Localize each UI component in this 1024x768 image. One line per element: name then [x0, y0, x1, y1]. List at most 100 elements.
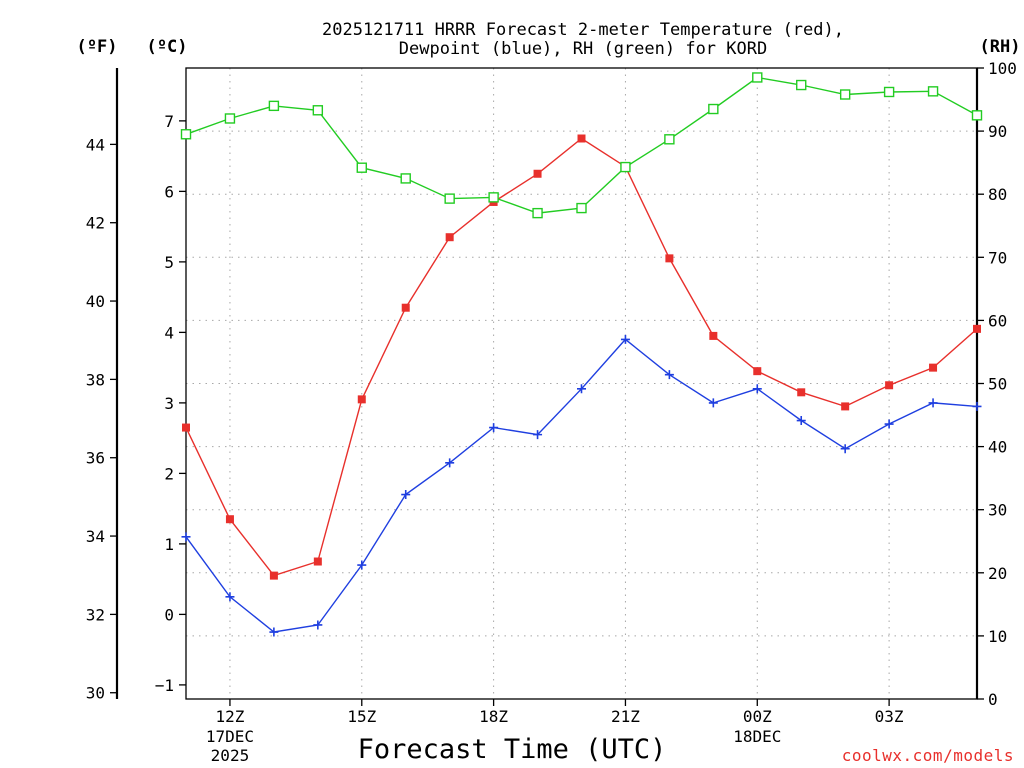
rh-point-1 [224, 113, 236, 124]
celsius-tick-label-5: 4 [164, 323, 174, 342]
rh-point-12 [708, 103, 719, 115]
celsius-tick-label-2: 1 [164, 535, 174, 554]
temperature-point-1 [225, 515, 234, 524]
rh-point-0 [180, 129, 192, 140]
dewpoint-point-5 [401, 490, 411, 500]
grid-lines [186, 68, 977, 699]
temperature-point-17 [929, 363, 938, 372]
x-tick-label-5: 03Z [875, 707, 904, 726]
axes: −101234567303234363840424401020304050607… [86, 59, 1017, 709]
rh-tick-label-6: 60 [988, 311, 1007, 330]
dewpoint-series [181, 334, 982, 637]
rh-point-7 [488, 192, 499, 203]
rh-tick-label-10: 100 [988, 59, 1017, 78]
fahrenheit-unit-label: (ºF) [77, 37, 118, 57]
temperature-point-3 [313, 557, 322, 566]
rh-point-14 [796, 79, 807, 91]
rh-point-6 [444, 193, 455, 204]
rh-point-3 [312, 105, 324, 116]
rh-point-9 [576, 202, 587, 214]
dewpoint-point-16 [884, 419, 894, 429]
rh-point-13 [752, 72, 763, 83]
celsius-unit-label: (ºC) [147, 37, 188, 57]
rh-point-4 [356, 162, 367, 173]
chart-title-line1: 2025121711 HRRR Forecast 2-meter Tempera… [322, 20, 844, 40]
rh-tick-label-8: 80 [988, 185, 1007, 204]
rh-point-15 [839, 89, 851, 100]
celsius-tick-label-0: −1 [155, 676, 174, 695]
x-axis-label: Forecast Time (UTC) [358, 734, 667, 765]
temperature-point-15 [841, 402, 850, 411]
dewpoint-point-3 [313, 620, 323, 630]
dewpoint-point-17 [928, 398, 938, 408]
dewpoint-point-13 [752, 384, 762, 394]
dewpoint-point-10 [620, 334, 630, 344]
rh-tick-label-0: 0 [988, 690, 998, 709]
dewpoint-line [185, 338, 978, 633]
fahrenheit-tick-label-6: 42 [86, 214, 105, 233]
series-layer [180, 72, 983, 637]
x-tick-label-4: 00Z [743, 707, 772, 726]
fahrenheit-tick-label-7: 44 [86, 135, 105, 154]
celsius-tick-label-3: 2 [164, 464, 174, 483]
dewpoint-point-0 [181, 532, 191, 542]
dewpoint-point-11 [664, 370, 674, 380]
rh-tick-label-7: 70 [988, 248, 1007, 267]
temperature-point-11 [665, 254, 674, 263]
x-tick-label-1: 15Z [347, 707, 376, 726]
x-tick-label-3: 21Z [611, 707, 640, 726]
rh-tick-label-1: 10 [988, 627, 1007, 646]
fahrenheit-tick-label-0: 30 [86, 684, 105, 703]
fahrenheit-tick-label-1: 32 [86, 605, 105, 624]
x-tick-label-0: 12Z [215, 707, 244, 726]
rh-tick-label-2: 20 [988, 564, 1007, 583]
temperature-point-2 [269, 571, 278, 580]
temperature-point-16 [885, 381, 894, 390]
fahrenheit-tick-label-4: 38 [86, 370, 105, 389]
credit-text: coolwx.com/models [842, 746, 1014, 765]
rh-line [185, 76, 978, 214]
temperature-series [182, 134, 981, 580]
rh-point-16 [883, 86, 895, 98]
dewpoint-point-4 [357, 560, 367, 570]
fahrenheit-tick-label-2: 34 [86, 527, 105, 546]
x-tick-sublabel-4: 18DEC [733, 727, 781, 746]
fahrenheit-tick-label-5: 40 [86, 292, 105, 311]
rh-tick-label-4: 40 [988, 438, 1007, 457]
rh-point-17 [927, 86, 939, 97]
chart-title-line2: Dewpoint (blue), RH (green) for KORD [399, 39, 767, 59]
celsius-tick-label-6: 5 [164, 253, 174, 272]
dewpoint-point-2 [269, 627, 279, 637]
temperature-point-6 [445, 233, 454, 242]
celsius-tick-label-7: 6 [164, 182, 174, 201]
rh-point-18 [971, 110, 983, 121]
dewpoint-point-14 [796, 416, 806, 426]
rh-tick-label-3: 30 [988, 501, 1007, 520]
x-tick-sublabel-0: 17DEC [206, 727, 254, 746]
rh-point-5 [400, 173, 411, 184]
rh-unit-label: (RH) [980, 37, 1021, 57]
dewpoint-point-6 [445, 458, 455, 468]
temperature-point-8 [533, 169, 542, 178]
temperature-point-5 [401, 303, 410, 312]
celsius-tick-label-1: 0 [164, 605, 174, 624]
rh-series [180, 72, 983, 219]
temperature-point-9 [577, 134, 586, 143]
dewpoint-point-9 [577, 384, 586, 394]
celsius-tick-label-8: 7 [164, 112, 174, 131]
rh-point-2 [268, 100, 280, 112]
dewpoint-point-7 [489, 423, 499, 433]
rh-tick-label-9: 90 [988, 122, 1007, 141]
temperature-point-0 [182, 423, 190, 432]
x-tick-label-2: 18Z [479, 707, 508, 726]
rh-point-10 [620, 161, 631, 173]
rh-point-11 [664, 134, 675, 145]
fahrenheit-tick-label-3: 36 [86, 449, 105, 468]
dewpoint-point-12 [708, 398, 718, 408]
dewpoint-point-18 [972, 401, 982, 411]
dewpoint-point-15 [840, 444, 850, 454]
temperature-point-12 [709, 331, 718, 340]
celsius-tick-label-4: 3 [164, 394, 174, 413]
